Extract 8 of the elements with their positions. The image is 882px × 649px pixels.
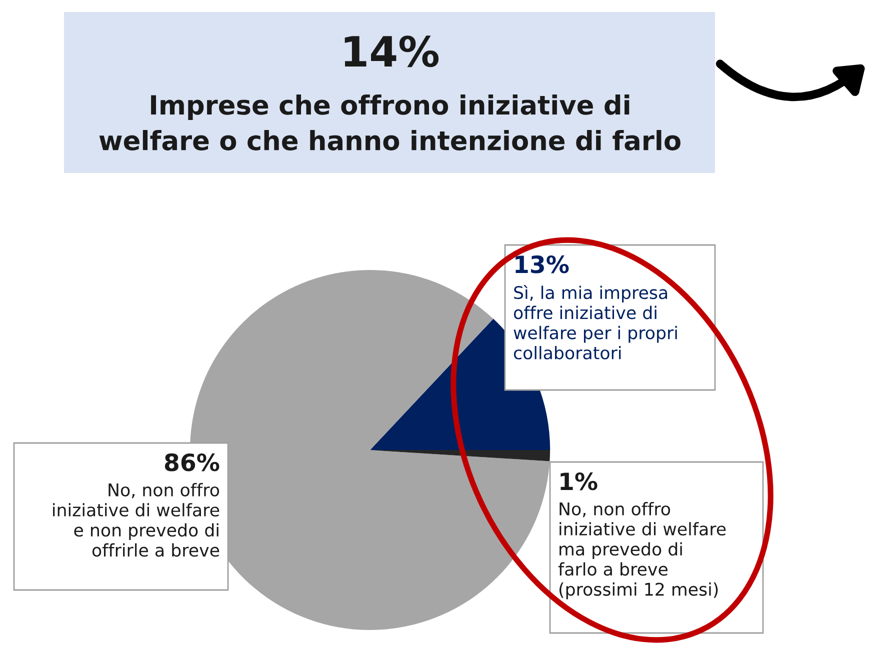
data-label: 13%: [516, 255, 569, 274]
data-label: 1%: [560, 472, 598, 490]
slice-label: No, non offro iniziative di welfare ma prevedo di farlo a breve (prossimi 12 mesi): [558, 502, 726, 600]
chart-subtitle: Imprese che offrono iniziative di welfare o che hanno intenzione di farlo: [99, 94, 680, 150]
slice-label: Sì, la mia impresa offre iniziative di welfare per i propri collaboratori: [514, 285, 677, 360]
data-label: 86%: [164, 453, 220, 472]
slice-label: No, non offro iniziative di welfare e non prevedo di offrirle a breve: [53, 483, 220, 557]
chart-title: 14%: [344, 36, 439, 68]
